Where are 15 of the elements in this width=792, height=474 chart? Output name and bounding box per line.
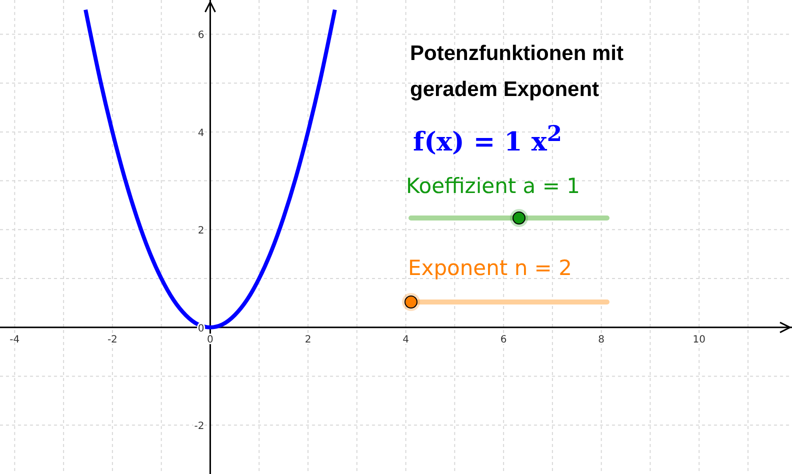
x-tick-label: 10 — [692, 334, 706, 346]
text: Potenzfunktionen mit geradem Exponent — [410, 41, 624, 103]
x-tick-label: -2 — [107, 334, 118, 346]
x-tick-label: 2 — [304, 334, 312, 346]
annotation: f(x) = 1 x$^{2}$ — [413, 122, 562, 158]
y-tick-label: -2 — [194, 421, 204, 432]
y-tick-label: 2 — [198, 226, 204, 237]
x-tick-label: -4 — [10, 334, 20, 346]
x-tick-label: 6 — [500, 334, 507, 346]
x-tick-label: 4 — [402, 334, 409, 346]
x-tick-label: 8 — [598, 334, 605, 346]
y-tick-label: 4 — [198, 128, 204, 139]
y-tick-label: 6 — [198, 30, 204, 42]
annotation: Exponent n = 2 — [408, 256, 572, 280]
annotation: Koeffizient a = 1 — [406, 174, 580, 198]
